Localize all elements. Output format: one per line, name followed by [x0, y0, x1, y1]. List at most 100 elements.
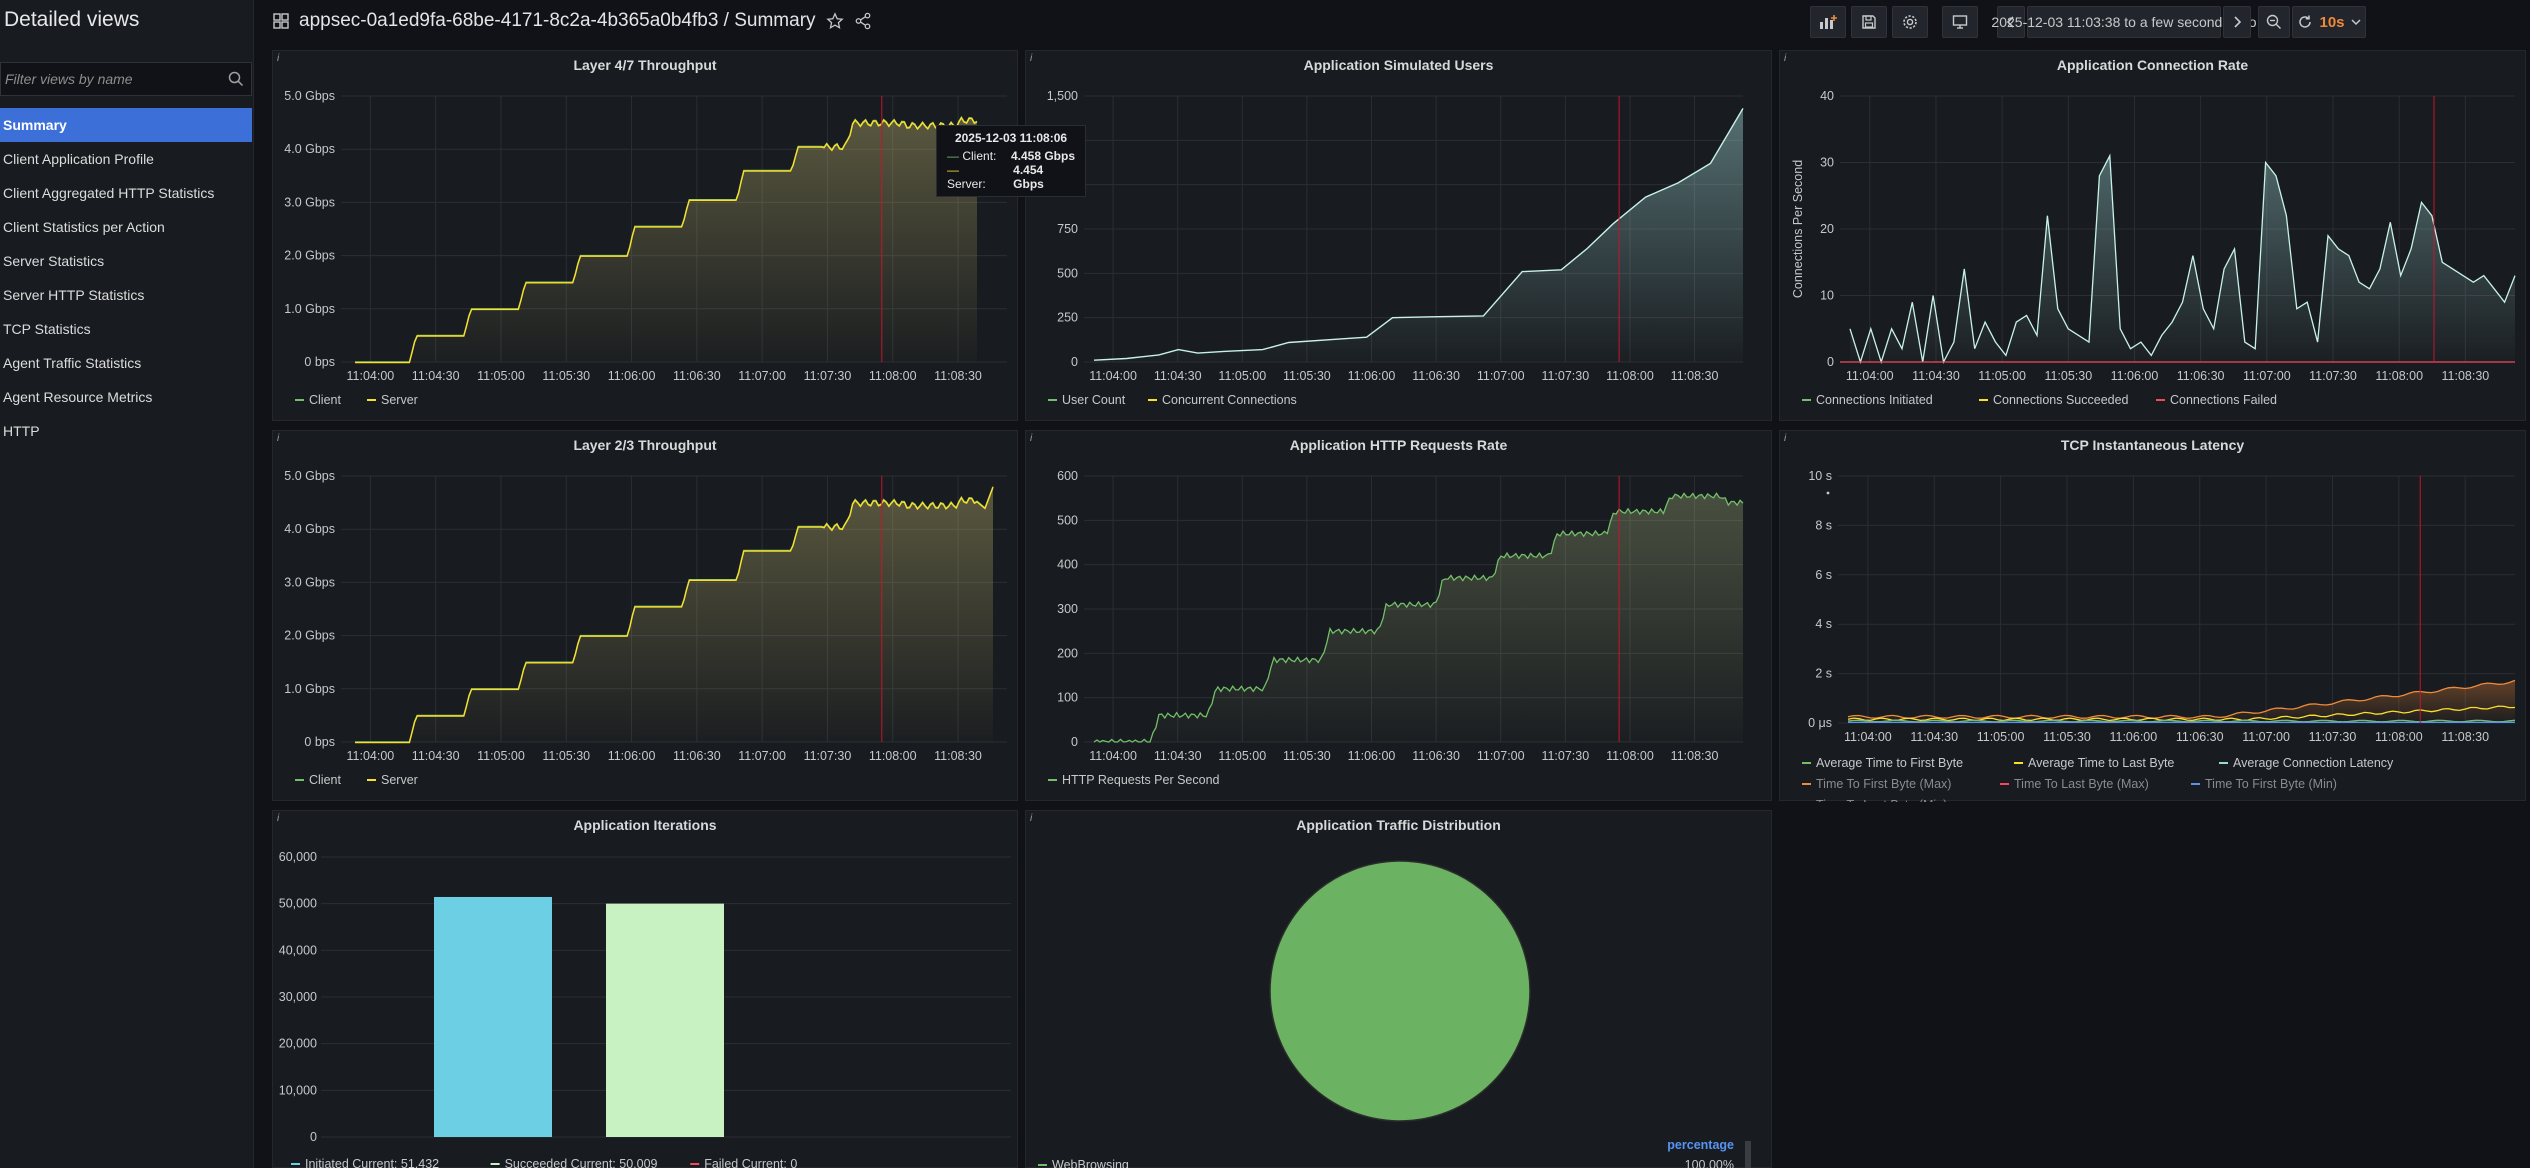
- sidebar-item-client-statistics-per-action[interactable]: Client Statistics per Action: [3, 219, 165, 235]
- y-tick-label: 600: [1057, 469, 1078, 483]
- legend-item: Connections Failed: [2170, 393, 2277, 407]
- panel-connrate[interactable]: i Application Connection Rate 40 30 20 10 0 11:…: [1779, 50, 2526, 421]
- x-tick-label: 11:06:30: [673, 749, 721, 763]
- legend-header: percentage: [1667, 1138, 1734, 1152]
- y-tick-label: 4 s: [1815, 617, 1832, 631]
- sidebar-item-server-http-statistics[interactable]: Server HTTP Statistics: [3, 287, 145, 303]
- panel-info-icon[interactable]: i: [1784, 53, 1787, 64]
- series-line-server: [355, 486, 994, 744]
- panel-info-icon[interactable]: i: [277, 433, 280, 444]
- settings-button[interactable]: [1892, 6, 1928, 38]
- x-tick-label: 11:08:30: [2442, 369, 2490, 383]
- panel-title[interactable]: Application Traffic Distribution: [1296, 817, 1501, 833]
- sidebar-item-http[interactable]: HTTP: [3, 423, 40, 439]
- x-tick-label: 11:05:00: [1978, 369, 2026, 383]
- chart-svg: percentage WebBrowsing 100.00%: [1038, 860, 1751, 1168]
- share-icon[interactable]: [854, 12, 872, 30]
- y-tick-label: 2.0 Gbps: [284, 249, 335, 263]
- panel-info-icon[interactable]: i: [277, 53, 280, 64]
- x-tick-label: 11:06:00: [2111, 369, 2159, 383]
- time-back-button[interactable]: [1997, 6, 2025, 38]
- y-tick-label: 2.0 Gbps: [284, 629, 335, 643]
- legend-item: HTTP Requests Per Second: [1062, 773, 1220, 787]
- hover-tooltip: 2025-12-03 11:08:06 — Client: 4.458 Gbps…: [936, 125, 1086, 197]
- sidebar-item-server-statistics[interactable]: Server Statistics: [3, 253, 105, 269]
- legend-item: Server: [381, 393, 418, 407]
- series-area: [1094, 108, 1743, 363]
- series-line-server: [355, 116, 978, 364]
- x-tick-label: 11:07:30: [804, 749, 852, 763]
- x-tick-label: 11:05:30: [542, 749, 590, 763]
- y-tick-label: 2 s: [1815, 667, 1832, 681]
- sidebar-item-client-aggregated-http-statistics[interactable]: Client Aggregated HTTP Statistics: [3, 185, 215, 201]
- x-tick-label: 11:07:30: [1541, 749, 1589, 763]
- star-icon[interactable]: [825, 12, 844, 30]
- panel-title[interactable]: Application Connection Rate: [2056, 57, 2249, 73]
- panel-title[interactable]: Layer 2/3 Throughput: [573, 437, 717, 453]
- panel-info-icon[interactable]: i: [277, 813, 280, 824]
- panel-title[interactable]: Application HTTP Requests Rate: [1289, 437, 1508, 453]
- search-icon[interactable]: [221, 71, 251, 87]
- tv-mode-button[interactable]: [1942, 6, 1978, 38]
- panel-httpreq[interactable]: i Application HTTP Requests Rate 600 500 400…: [1025, 430, 1772, 801]
- bar-succeeded: [606, 903, 724, 1137]
- sidebar-item-client-application-profile[interactable]: Client Application Profile: [3, 151, 154, 167]
- y-tick-label: 750: [1057, 222, 1078, 236]
- outlier-point: [1826, 491, 1830, 495]
- x-tick-label: 11:05:00: [477, 749, 525, 763]
- y-tick-label: 5.0 Gbps: [284, 469, 335, 483]
- panel-pie[interactable]: i Application Traffic Distribution percent…: [1025, 810, 1772, 1168]
- time-forward-button[interactable]: [2223, 6, 2251, 38]
- panel-title[interactable]: Layer 4/7 Throughput: [573, 57, 717, 73]
- y-tick-label: 3.0 Gbps: [284, 195, 335, 209]
- x-tick-label: 11:05:00: [477, 369, 525, 383]
- x-tick-label: 11:06:00: [2109, 730, 2157, 744]
- zoom-out-button[interactable]: [2258, 6, 2290, 38]
- legend-item: Time To First Byte (Max): [1816, 777, 1951, 791]
- panel-iter[interactable]: i Application Iterations 60,000 50,000 40,00…: [272, 810, 1018, 1168]
- panel-tcplat[interactable]: i TCP Instantaneous Latency 10 s 8 s 6 s 4 s 2…: [1779, 430, 2526, 802]
- chart-svg: 5.0 Gbps 4.0 Gbps 3.0 Gbps 2.0 Gbps 1.0 Gbps…: [284, 89, 1007, 407]
- dashboard-grid-icon[interactable]: [273, 13, 289, 29]
- panel-l47[interactable]: i Layer 4/7 Throughput 5.0 Gbps 4.0 Gbps 3.0…: [272, 50, 1018, 421]
- y-tick-label: 40: [1820, 89, 1834, 103]
- series-line-initiated: [1849, 153, 2516, 365]
- panel-title[interactable]: Application Simulated Users: [1303, 57, 1494, 73]
- y-tick-label: 20: [1820, 222, 1834, 236]
- x-tick-label: 11:05:00: [1218, 749, 1266, 763]
- y-tick-label: 10,000: [279, 1083, 317, 1097]
- panel-l23[interactable]: i Layer 2/3 Throughput 5.0 Gbps 4.0 Gbps 3.0…: [272, 430, 1018, 801]
- sidebar-item-tcp-statistics[interactable]: TCP Statistics: [3, 321, 91, 337]
- sidebar-item-agent-resource-metrics[interactable]: Agent Resource Metrics: [3, 389, 153, 405]
- panel-info-icon[interactable]: i: [1030, 813, 1033, 824]
- x-tick-label: 11:07:30: [1541, 369, 1589, 383]
- legend-item: Connections Succeeded: [1993, 393, 2129, 407]
- time-range-label: 2025-12-03 11:03:38 to a few seconds ago: [1991, 14, 2257, 30]
- panel-title[interactable]: TCP Instantaneous Latency: [2060, 437, 2245, 453]
- x-tick-label: 11:08:00: [869, 749, 917, 763]
- filter-views-input[interactable]: [1, 71, 221, 87]
- panel-info-icon[interactable]: i: [1784, 433, 1787, 444]
- x-tick-label: 11:07:00: [2242, 730, 2290, 744]
- x-tick-label: 11:08:00: [2375, 730, 2423, 744]
- legend-item: Average Connection Latency: [2233, 756, 2394, 770]
- add-panel-button[interactable]: [1810, 6, 1846, 38]
- chart-svg: 60,000 50,000 40,000 30,000 20,000 10,000 0 Ini…: [279, 850, 1011, 1168]
- sidebar-item-agent-traffic-statistics[interactable]: Agent Traffic Statistics: [3, 355, 142, 371]
- refresh-button[interactable]: 10s: [2292, 6, 2366, 38]
- x-tick-label: 11:04:30: [1154, 749, 1202, 763]
- y-tick-label: 10 s: [1808, 469, 1832, 483]
- save-dashboard-button[interactable]: [1851, 6, 1887, 38]
- bar-initiated: [434, 896, 552, 1137]
- x-tick-label: 11:06:30: [673, 369, 721, 383]
- y-tick-label: 6 s: [1815, 568, 1832, 582]
- tooltip-label: Client:: [962, 149, 997, 163]
- dashboard-title[interactable]: appsec-0a1ed9fa-68be-4171-8c2a-4b365a0b4…: [299, 10, 816, 31]
- series-area: [355, 486, 993, 742]
- time-range-picker[interactable]: 2025-12-03 11:03:38 to a few seconds ago: [1991, 6, 2257, 38]
- sidebar-item-summary[interactable]: Summary: [0, 108, 252, 142]
- panel-info-icon[interactable]: i: [1030, 433, 1033, 444]
- panel-info-icon[interactable]: i: [1030, 53, 1033, 64]
- panel-title[interactable]: Application Iterations: [573, 817, 717, 833]
